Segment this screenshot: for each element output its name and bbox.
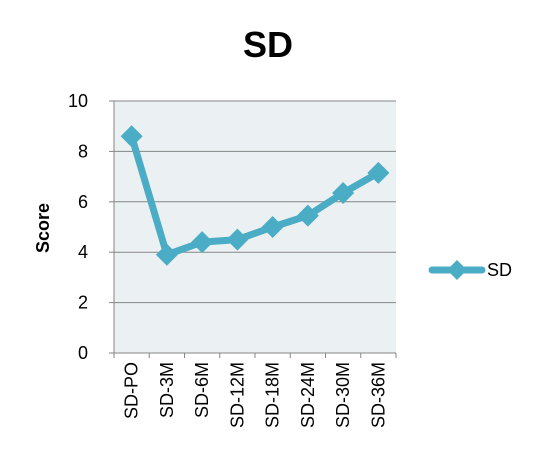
y-tick-label: 8 (78, 141, 88, 161)
data-point (261, 216, 284, 238)
y-tick-label: 4 (78, 242, 88, 262)
x-tick-label: SD-6M (192, 362, 212, 418)
y-tick-label: 2 (78, 293, 88, 313)
legend: SD (428, 260, 512, 280)
y-axis-label: Score (33, 203, 53, 253)
x-tick-label: SD-24M (298, 362, 318, 428)
legend-swatch-marker (447, 260, 467, 280)
y-tick-label: 0 (78, 343, 88, 363)
data-point (226, 228, 249, 251)
y-tick-label: 6 (78, 192, 88, 212)
chart-title: SD (243, 24, 293, 65)
x-tick-label: SD-3M (157, 362, 177, 418)
data-point (332, 181, 355, 204)
data-point (296, 204, 319, 227)
data-point (155, 243, 178, 266)
x-tick-label: SD-30M (333, 362, 353, 428)
x-tick-label: SD-12M (227, 362, 247, 428)
data-point (367, 161, 390, 184)
data-point (120, 125, 143, 148)
y-tick-label: 10 (68, 91, 88, 111)
plot-area: 0 2 4 6 8 10 SD-PO SD-3M SD-6M SD-12M SD-18M SD-24M… (68, 91, 397, 428)
x-tick-label: SD-36M (368, 362, 388, 428)
data-point (191, 231, 214, 254)
legend-label: SD (487, 260, 512, 280)
x-tick-label: SD-PO (122, 362, 142, 419)
x-tick-label: SD-18M (263, 362, 283, 428)
